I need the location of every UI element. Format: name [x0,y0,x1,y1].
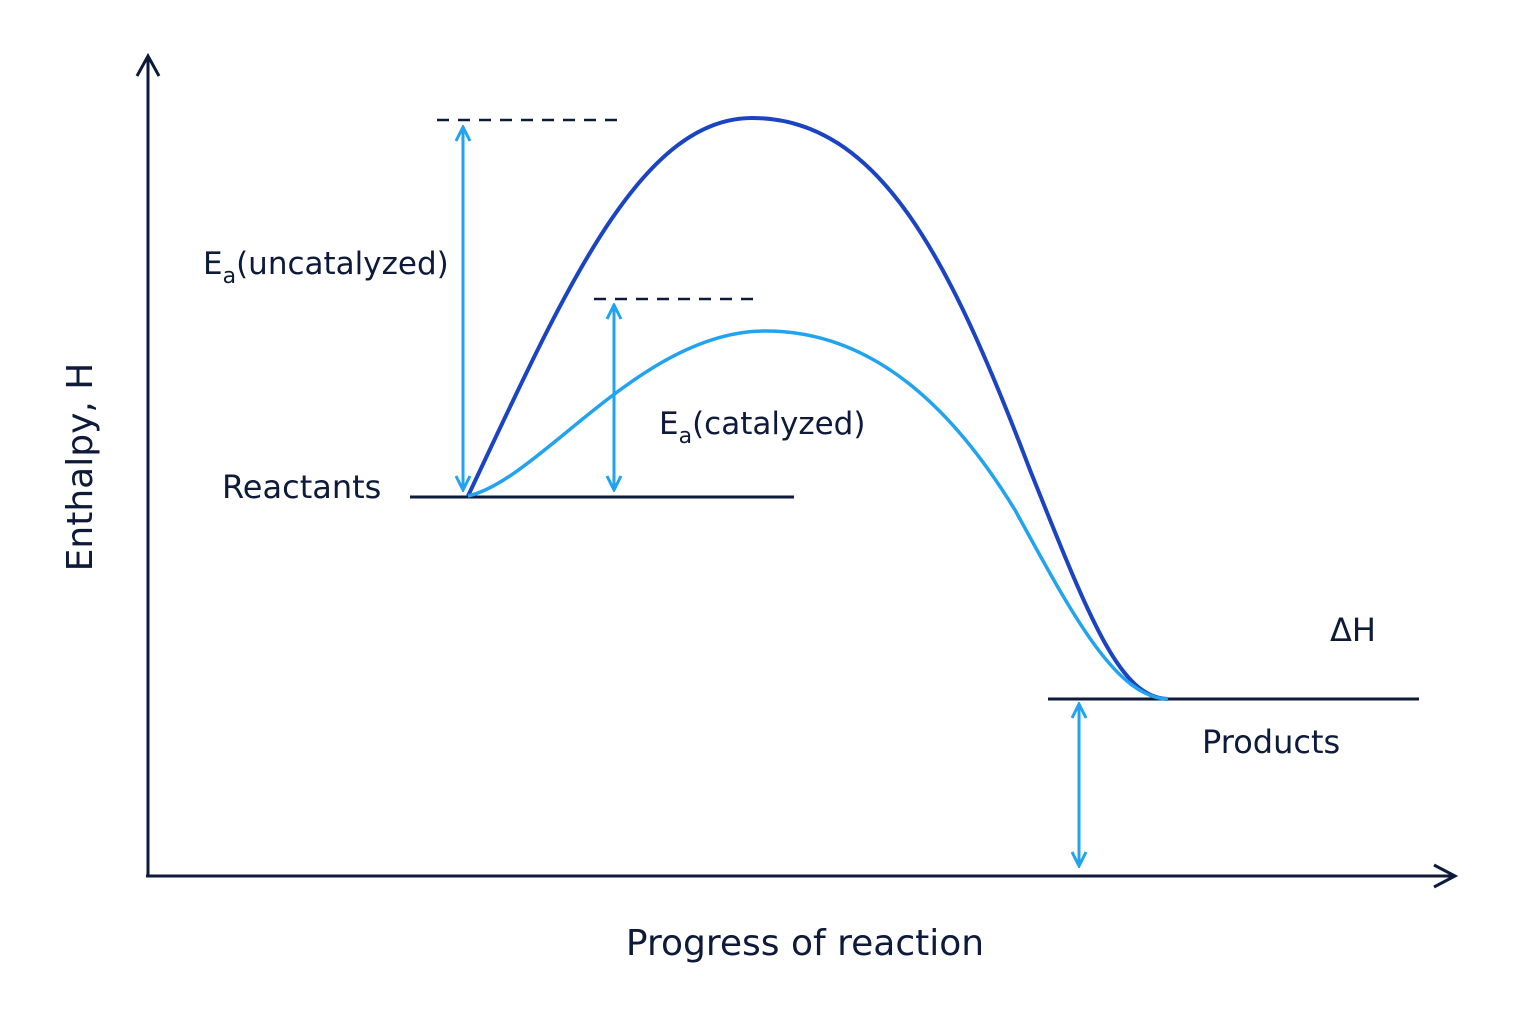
ea-catalyzed-subscript: a [679,424,692,449]
delta-h-label: ΔH [1330,611,1376,649]
ea-catalyzed-suffix: (catalyzed) [692,406,865,442]
products-label: Products [1202,723,1340,761]
uncatalyzed-curve [466,115,1169,701]
ea-uncatalyzed-suffix: (uncatalyzed) [236,246,449,282]
x-axis-title: Progress of reaction [626,923,984,964]
y-axis-title: Enthalpy, H [60,363,101,572]
ea-uncatalyzed-subscript: a [223,264,236,289]
reactants-label: Reactants [222,468,381,506]
ea-uncatalyzed-symbol: E [203,246,223,282]
ea-uncatalyzed-label: Ea(uncatalyzed) [203,246,449,289]
y-axis-arrowhead [135,52,161,77]
x-axis-arrowhead [1433,863,1459,889]
ea-catalyzed-symbol: E [659,406,679,442]
catalyzed-curve [467,329,1169,701]
ea-catalyzed-label: Ea(catalyzed) [659,406,865,449]
